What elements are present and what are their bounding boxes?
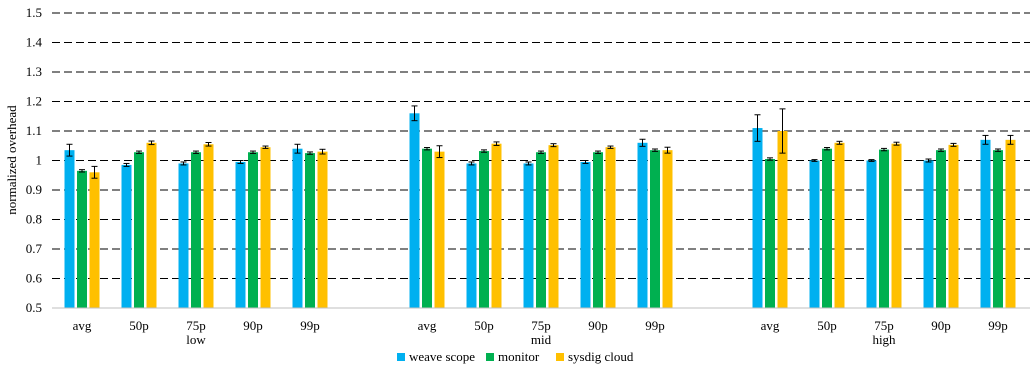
- legend: weave scope monitor sysdig cloud: [397, 349, 634, 364]
- bar-monitor: [536, 152, 546, 308]
- bar-monitor: [191, 152, 201, 308]
- x-tick-label: 99p: [988, 318, 1008, 333]
- x-tick-label: 99p: [645, 318, 665, 333]
- legend-swatch: [397, 353, 405, 361]
- bar-monitor: [765, 159, 775, 308]
- bar-weave-scope: [64, 150, 75, 308]
- bar-sysdig-cloud: [1005, 139, 1016, 308]
- bar-weave-scope: [292, 148, 303, 308]
- bar-monitor: [993, 150, 1003, 308]
- x-tick-label: 50p: [474, 318, 494, 333]
- y-tick-label: 1.3: [26, 64, 42, 79]
- bar-sysdig-cloud: [605, 147, 616, 308]
- bar-weave-scope: [637, 142, 648, 308]
- bar-weave-scope: [235, 161, 246, 308]
- error-bars: [66, 105, 1014, 179]
- legend-swatch: [556, 353, 564, 361]
- bar-sysdig-cloud: [203, 144, 214, 308]
- bar-sysdig-cloud: [260, 147, 271, 308]
- bar-weave-scope: [121, 164, 132, 308]
- x-tick-label: 90p: [588, 318, 608, 333]
- bar-weave-scope: [809, 160, 820, 308]
- y-tick-label: 1.5: [26, 5, 42, 20]
- bar-monitor: [936, 150, 946, 308]
- bar-monitor: [593, 152, 603, 308]
- bar-monitor: [305, 153, 315, 308]
- bar-monitor: [822, 148, 832, 308]
- bar-weave-scope: [923, 160, 934, 308]
- y-tick-label: 1.1: [26, 123, 42, 138]
- bar-sysdig-cloud: [491, 143, 502, 308]
- bar-sysdig-cloud: [317, 151, 328, 308]
- x-tick-label: 75p: [874, 318, 894, 333]
- bar-monitor: [479, 151, 489, 308]
- bar-monitor: [879, 149, 889, 308]
- x-tick-label: 50p: [129, 318, 149, 333]
- x-tick-label: avg: [418, 318, 437, 333]
- bar-sysdig-cloud: [434, 151, 445, 308]
- bar-sysdig-cloud: [891, 143, 902, 308]
- bar-monitor: [650, 150, 660, 308]
- bar-sysdig-cloud: [777, 131, 788, 308]
- y-tick-label: 0.6: [26, 271, 43, 286]
- bar-weave-scope: [866, 160, 877, 308]
- legend-label: weave scope: [409, 349, 475, 364]
- bar-weave-scope: [178, 163, 189, 308]
- bars: [64, 113, 1016, 308]
- bar-monitor: [422, 148, 432, 308]
- bar-weave-scope: [580, 161, 591, 308]
- bar-weave-scope: [409, 113, 420, 308]
- bar-sysdig-cloud: [662, 150, 673, 308]
- x-tick-label: avg: [73, 318, 92, 333]
- bar-sysdig-cloud: [948, 144, 959, 308]
- bar-monitor: [77, 170, 87, 308]
- y-tick-label: 0.8: [26, 212, 42, 227]
- bar-weave-scope: [466, 163, 477, 308]
- y-tick-label: 1.2: [26, 94, 42, 109]
- group-label: high: [872, 332, 896, 347]
- y-tick-label: 0.7: [26, 241, 43, 256]
- bar-sysdig-cloud: [146, 142, 157, 308]
- bar-sysdig-cloud: [548, 145, 559, 308]
- x-tick-label: 90p: [243, 318, 263, 333]
- gridlines: [52, 12, 1030, 279]
- legend-label: sysdig cloud: [568, 349, 634, 364]
- bar-sysdig-cloud: [834, 142, 845, 308]
- y-tick-label: 1: [36, 153, 43, 168]
- x-tick-label: 75p: [531, 318, 551, 333]
- x-tick-label: 50p: [817, 318, 837, 333]
- bar-weave-scope: [752, 128, 763, 308]
- bar-weave-scope: [980, 139, 991, 308]
- axes: 0.5 0.6 0.7 0.8 0.9 1 1.1 1.2 1.3 1.4 1.5 avg 50p 75p…: [26, 5, 1030, 347]
- bar-weave-scope: [523, 163, 534, 308]
- y-tick-label: 1.4: [26, 35, 43, 50]
- group-label: mid: [531, 332, 552, 347]
- legend-label: monitor: [498, 349, 540, 364]
- group-label: low: [186, 332, 206, 347]
- x-tick-label: 75p: [186, 318, 206, 333]
- bar-sysdig-cloud: [89, 172, 100, 308]
- legend-swatch: [486, 353, 494, 361]
- x-tick-label: 99p: [300, 318, 320, 333]
- y-tick-label: 0.5: [26, 300, 42, 315]
- x-tick-label: 90p: [931, 318, 951, 333]
- y-axis-label: normalized overhead: [4, 105, 19, 215]
- bar-monitor: [248, 152, 258, 308]
- x-tick-label: avg: [761, 318, 780, 333]
- y-tick-label: 0.9: [26, 182, 42, 197]
- bar-monitor: [134, 152, 144, 308]
